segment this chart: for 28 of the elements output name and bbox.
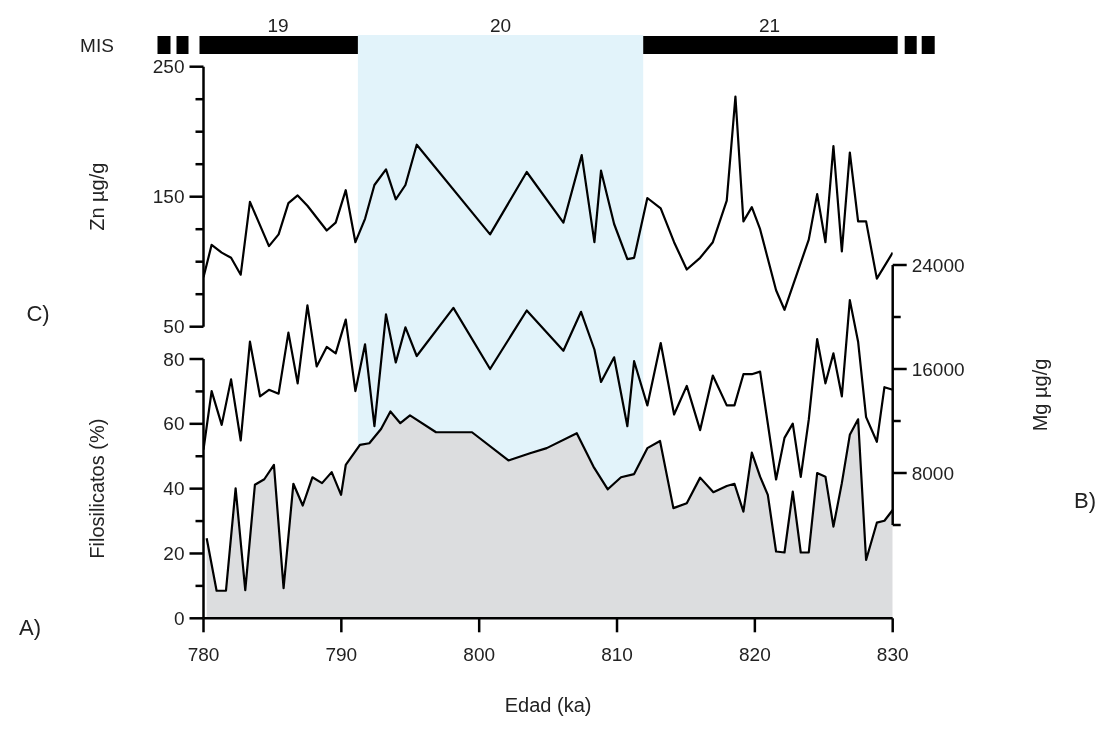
y-tick-label: 40 [163, 478, 185, 500]
y-tick-label: 80 [163, 348, 185, 370]
y2-tick-label: 24000 [911, 254, 965, 276]
y-tick-label: 20 [163, 542, 185, 564]
x-tick-label: 830 [876, 643, 909, 665]
text: MIS [80, 34, 114, 56]
y-axis-title: Zn µg/g [86, 162, 109, 231]
y-tick-label: 250 [152, 56, 185, 78]
text: 19 [267, 14, 289, 36]
text: C) [26, 300, 50, 326]
y2-tick-label: 8000 [911, 462, 954, 484]
x-tick-label: 780 [187, 643, 220, 665]
y-axis-title: Filosilicatos (%) [86, 418, 109, 559]
x-tick-label: 810 [601, 643, 633, 665]
y2-tick-label: 16000 [911, 358, 965, 380]
y-tick-label: 150 [152, 186, 185, 208]
y-tick-label: 0 [173, 607, 185, 629]
band-label: 20 [489, 14, 512, 36]
text: 21 [758, 14, 781, 36]
x-tick-label: 820 [739, 643, 771, 665]
x-tick-label: 790 [325, 643, 358, 665]
y2-axis-title: Mg µg/g [1028, 358, 1051, 432]
x-tick-label: 800 [463, 643, 496, 665]
x-axis-title: Edad (ka) [504, 694, 592, 717]
y-tick-label: 50 [163, 316, 185, 338]
y-tick-label: 60 [163, 413, 185, 435]
text: A) [19, 614, 41, 640]
text: B) [1074, 487, 1096, 513]
